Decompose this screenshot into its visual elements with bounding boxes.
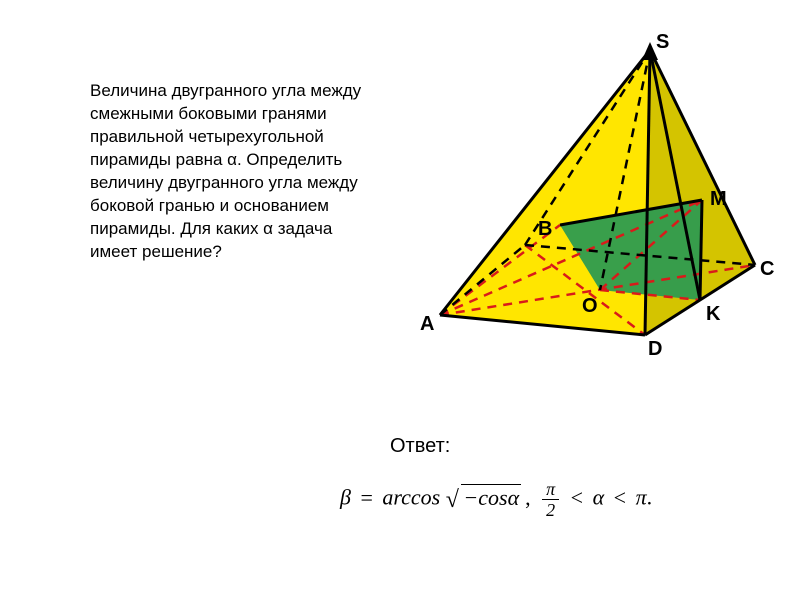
label-s: S: [656, 31, 669, 53]
pi: π: [636, 485, 647, 510]
label-d: D: [648, 338, 662, 360]
lt2: <: [614, 485, 626, 510]
sym-beta: β: [340, 485, 351, 510]
problem-text: Величина двугранного угла между смежными…: [90, 80, 370, 264]
label-m: M: [710, 188, 727, 210]
answer-formula: β = arccos √ −cosα , π 2 < α < π.: [340, 480, 652, 519]
cos-alpha: cosα: [478, 485, 519, 510]
label-k: K: [706, 303, 721, 325]
sqrt-sign: √: [446, 487, 459, 513]
label-c: C: [760, 258, 774, 280]
pyramid-svg: S A B C D O M K: [410, 30, 780, 360]
lt1: <: [571, 485, 583, 510]
label-o: O: [582, 295, 598, 317]
neg: −: [463, 485, 478, 510]
label-a: A: [420, 313, 434, 335]
dot: .: [647, 485, 653, 510]
alpha: α: [593, 485, 605, 510]
fn-arccos: arccos: [382, 485, 440, 510]
pyramid-figure: S A B C D O M K: [410, 30, 780, 360]
label-b: B: [538, 218, 552, 240]
answer-label: Ответ:: [390, 435, 450, 458]
frac-den: 2: [542, 500, 559, 519]
sqrt: √ −cosα: [446, 484, 521, 514]
frac-num: π: [542, 480, 559, 500]
frac-pi-2: π 2: [542, 480, 559, 519]
sqrt-body: −cosα: [461, 484, 521, 511]
sym-eq: =: [360, 485, 372, 510]
comma: ,: [525, 485, 531, 510]
